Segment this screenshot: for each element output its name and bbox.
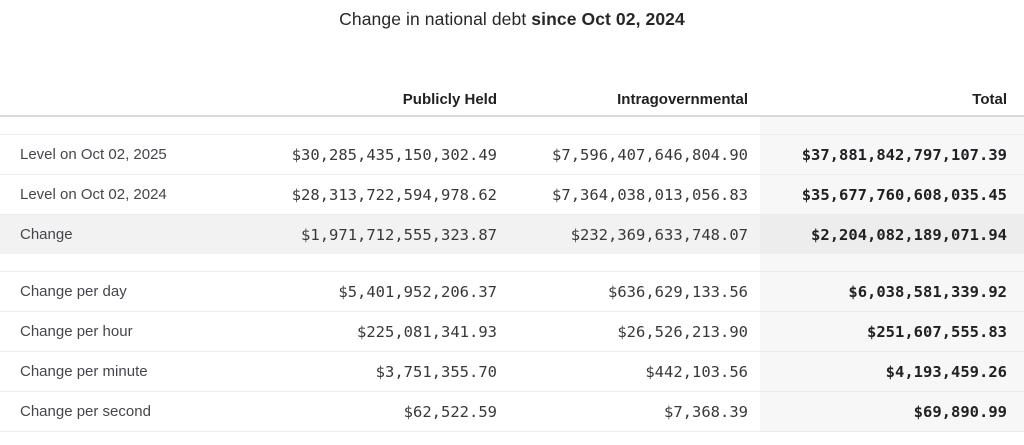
table-row-change-per-day: Change per day $5,401,952,206.37 $636,62… — [0, 271, 1024, 312]
table-row-change-per-hour: Change per hour $225,081,341.93 $26,526,… — [0, 311, 1024, 352]
page-title: Change in national debt since Oct 02, 20… — [0, 0, 1024, 31]
header-empty — [0, 84, 250, 117]
row-label: Level on Oct 02, 2024 — [0, 174, 250, 215]
national-debt-table: Publicly Held Intragovernmental Total Le… — [0, 84, 1024, 432]
cell-intragovernmental: $26,526,213.90 — [500, 311, 760, 352]
cell-total: $6,038,581,339.92 — [760, 271, 1024, 312]
header-intragovernmental: Intragovernmental — [500, 84, 760, 117]
cell-intragovernmental: $442,103.56 — [500, 351, 760, 392]
cell-publicly-held: $5,401,952,206.37 — [250, 271, 500, 312]
table-row-change-per-minute: Change per minute $3,751,355.70 $442,103… — [0, 351, 1024, 392]
cell-intragovernmental: $7,368.39 — [500, 391, 760, 432]
spacer-cell — [500, 254, 760, 272]
row-label: Change per hour — [0, 311, 250, 352]
spacer-cell — [500, 116, 760, 135]
table-row-level-2025: Level on Oct 02, 2025 $30,285,435,150,30… — [0, 134, 1024, 175]
spacer-cell — [250, 254, 500, 272]
table-header: Publicly Held Intragovernmental Total — [0, 84, 1024, 117]
spacer-cell-total — [760, 116, 1024, 135]
cell-publicly-held: $30,285,435,150,302.49 — [250, 134, 500, 175]
cell-publicly-held: $225,081,341.93 — [250, 311, 500, 352]
table-row-change: Change $1,971,712,555,323.87 $232,369,63… — [0, 214, 1024, 254]
row-label: Change per minute — [0, 351, 250, 392]
spacer-cell — [0, 116, 250, 135]
cell-publicly-held: $1,971,712,555,323.87 — [250, 214, 500, 254]
spacer-cell — [0, 254, 250, 272]
page-title-prefix: Change in national debt — [339, 9, 532, 29]
row-label: Change per day — [0, 271, 250, 312]
header-row: Publicly Held Intragovernmental Total — [0, 84, 1024, 117]
page-title-date: since Oct 02, 2024 — [531, 9, 685, 29]
cell-total: $35,677,760,608,035.45 — [760, 174, 1024, 215]
cell-publicly-held: $62,522.59 — [250, 391, 500, 432]
cell-total: $251,607,555.83 — [760, 311, 1024, 352]
cell-publicly-held: $3,751,355.70 — [250, 351, 500, 392]
cell-publicly-held: $28,313,722,594,978.62 — [250, 174, 500, 215]
cell-total: $69,890.99 — [760, 391, 1024, 432]
cell-intragovernmental: $232,369,633,748.07 — [500, 214, 760, 254]
cell-intragovernmental: $7,596,407,646,804.90 — [500, 134, 760, 175]
spacer-cell — [250, 116, 500, 135]
table-row-change-per-second: Change per second $62,522.59 $7,368.39 $… — [0, 391, 1024, 432]
cell-total: $4,193,459.26 — [760, 351, 1024, 392]
cell-total: $2,204,082,189,071.94 — [760, 214, 1024, 254]
header-total: Total — [760, 84, 1024, 117]
cell-intragovernmental: $636,629,133.56 — [500, 271, 760, 312]
cell-total: $37,881,842,797,107.39 — [760, 134, 1024, 175]
cell-intragovernmental: $7,364,038,013,056.83 — [500, 174, 760, 215]
row-label: Change per second — [0, 391, 250, 432]
row-label: Level on Oct 02, 2025 — [0, 134, 250, 175]
header-publicly-held: Publicly Held — [250, 84, 500, 117]
spacer-row — [0, 254, 1024, 272]
table-row-level-2024: Level on Oct 02, 2024 $28,313,722,594,97… — [0, 174, 1024, 215]
spacer-row — [0, 116, 1024, 135]
row-label: Change — [0, 214, 250, 254]
spacer-cell-total — [760, 254, 1024, 272]
